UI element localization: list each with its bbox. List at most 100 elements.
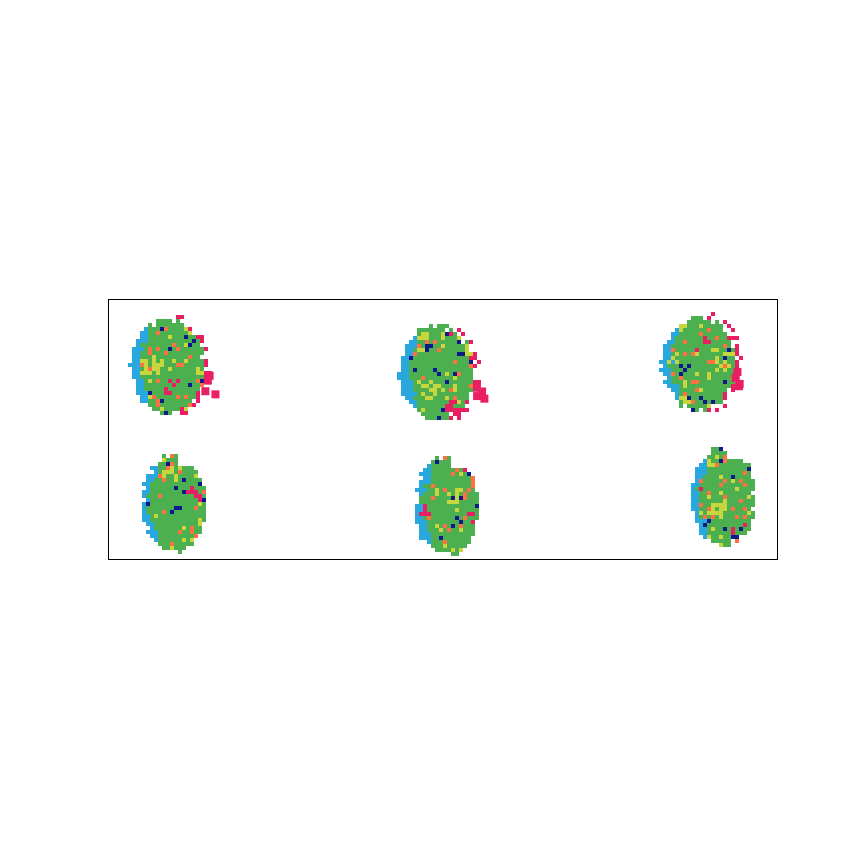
tissue-pixel [461,408,465,412]
tissue-pixel [441,344,445,348]
tissue-pixel [711,372,715,376]
tissue-pixel [190,534,194,538]
tissue-pixel [431,476,435,480]
tissue-pixel [166,526,170,530]
tissue-pixel [144,331,148,335]
tissue-pixel [707,531,711,535]
tissue-pixel [703,495,707,499]
tissue-pixel [731,373,740,382]
tissue-pixel [433,352,437,356]
tissue-pixel [429,396,433,400]
tissue-pixel [480,394,489,403]
tissue-pixel [723,459,727,463]
tissue-pixel [198,494,202,498]
tissue-pixel [449,356,453,360]
tissue-pixel [475,516,479,520]
tissue-pixel [469,352,473,356]
tissue-pixel [172,391,176,395]
tissue-pixel [192,371,196,375]
tissue-pixel [441,416,445,420]
tissue-pixel [152,395,156,399]
tissue-pixel [427,528,431,532]
tissue-pixel [743,483,747,487]
tissue-pixel [707,467,711,471]
tissue-pixel [144,391,148,395]
tissue-pixel [471,484,475,488]
tissue-pixel [441,408,445,412]
tissue-pixel [184,331,188,335]
tissue-pixel [160,351,164,355]
tissue-pixel [441,364,445,368]
tissue-pixel [433,404,437,408]
tissue-pixel [747,523,751,527]
tissue-pixel [449,336,453,340]
tissue-pixel [719,523,723,527]
tissue-pixel [172,407,176,411]
tissue-pixel [445,376,449,380]
tissue-pixel [136,347,140,351]
tissue-pixel [445,368,449,372]
tissue-pixel [425,364,429,368]
tissue-pixel [425,340,429,344]
tissue-pixel [174,482,178,486]
tissue-pixel [166,478,170,482]
tissue-pixel [435,496,439,500]
tissue-pixel [425,368,429,372]
tissue-pixel [202,486,206,490]
tissue-pixel [679,360,683,364]
tissue-pixel [190,514,194,518]
tissue-pixel [727,324,731,328]
tissue-pixel [683,328,687,332]
tissue-pixel [164,387,168,391]
tissue-pixel [401,368,405,372]
tissue-pixel [144,339,148,343]
tissue-pixel [449,348,453,352]
tissue-pixel [679,400,683,404]
tissue-pixel [180,399,184,403]
tissue-pixel [154,538,158,542]
tissue-pixel [192,351,196,355]
tissue-pixel [178,486,182,490]
tissue-pixel [176,339,180,343]
tissue-pixel [198,514,202,518]
tissue-pixel [671,332,675,336]
tissue-pixel [667,384,671,388]
tissue-pixel [731,503,735,507]
tissue-pixel [449,396,453,400]
tissue-pixel [423,520,427,524]
tissue-pixel [455,472,459,476]
tissue-pixel [150,518,154,522]
tissue-pixel [465,348,469,352]
tissue-pixel [202,498,206,502]
tissue-pixel [683,392,687,396]
tissue-pixel [132,363,136,367]
tissue-pixel [715,479,719,483]
tissue-pixel [715,511,719,515]
tissue-pixel [160,399,164,403]
tissue-pixel [695,336,699,340]
tissue-pixel [465,396,469,400]
tissue-pixel [192,375,196,379]
tissue-pixel [150,526,154,530]
tissue-pixel [731,515,735,519]
tissue-pixel [202,506,206,510]
tissue-pixel [441,384,445,388]
tissue-pixel [457,360,461,364]
tissue-pixel [160,335,164,339]
tissue-pixel [132,375,136,379]
tissue-pixel [178,514,182,518]
tissue-pixel [463,496,467,500]
tissue-pixel [427,472,431,476]
tissue-pixel [715,499,719,503]
tissue-pixel [405,344,409,348]
tissue-pixel [178,530,182,534]
tissue-pixel [433,384,437,388]
tissue-pixel [184,367,188,371]
tissue-pixel [172,335,176,339]
tissue-pixel [443,488,447,492]
tissue-pixel [727,515,731,519]
tissue-pixel [457,392,461,396]
tissue-pixel [431,516,435,520]
tissue-pixel [453,348,457,352]
tissue-pixel [447,532,451,536]
